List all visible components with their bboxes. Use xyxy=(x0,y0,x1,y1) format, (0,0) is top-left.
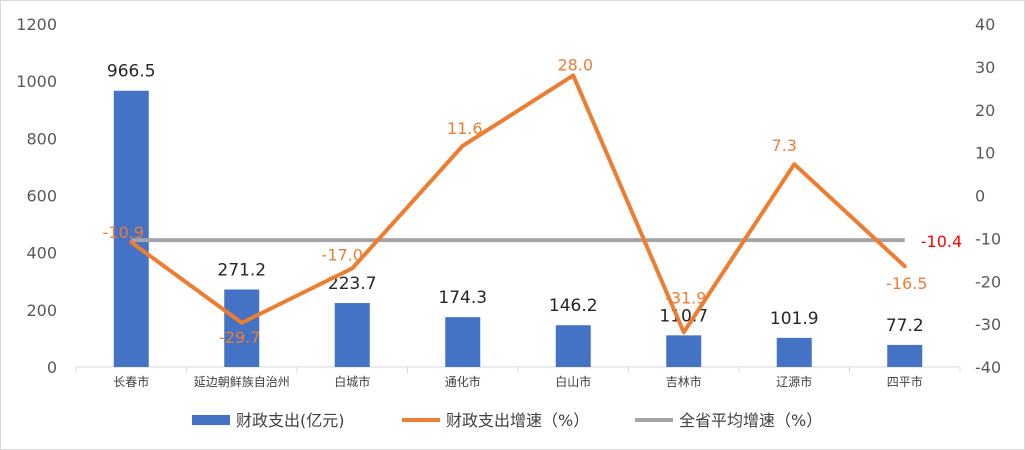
category-label: 辽源市 xyxy=(776,374,812,389)
bar-data-label: 271.2 xyxy=(217,260,266,280)
left-axis-tick-label: 200 xyxy=(26,301,57,320)
left-axis-tick-label: 0 xyxy=(47,358,57,377)
growth-data-label: -10.9 xyxy=(103,223,144,242)
legend-label: 财政支出增速（%） xyxy=(446,411,589,430)
legend: 财政支出(亿元) 财政支出增速（%） 全省平均增速（%） xyxy=(192,411,822,430)
left-axis-tick-label: 800 xyxy=(26,129,57,148)
bar-data-label: 77.2 xyxy=(886,316,924,336)
category-label: 四平市 xyxy=(887,374,923,389)
right-axis: -40 -30 -20 -10 0 10 20 30 40 xyxy=(975,15,1001,377)
category-label: 白山市 xyxy=(555,374,591,389)
left-axis-tick-label: 1000 xyxy=(16,72,57,91)
right-axis-tick-label: 20 xyxy=(975,101,995,120)
bar xyxy=(224,289,260,367)
right-axis-tick-label: -20 xyxy=(975,272,1001,291)
bar-data-label: 146.2 xyxy=(549,296,598,316)
bar xyxy=(887,344,923,367)
average-data-label: -10.4 xyxy=(921,232,962,251)
growth-data-label: -31.9 xyxy=(665,288,706,307)
left-axis: 0 200 400 600 800 1000 1200 xyxy=(16,15,57,377)
right-axis-tick-label: 30 xyxy=(975,58,995,77)
right-axis-tick-label: 0 xyxy=(975,187,985,206)
left-axis-tick-label: 400 xyxy=(26,244,57,263)
bar xyxy=(334,303,370,367)
legend-item-average: 全省平均增速（%） xyxy=(635,411,822,430)
bar-data-label: 966.5 xyxy=(107,62,156,82)
category-label: 吉林市 xyxy=(666,374,702,389)
right-axis-tick-label: 10 xyxy=(975,144,995,163)
average-line-series: -10.4 xyxy=(131,232,962,251)
growth-data-label: -29.7 xyxy=(219,328,260,347)
category-label: 白城市 xyxy=(334,374,370,389)
legend-item-growth: 财政支出增速（%） xyxy=(402,411,589,430)
bar xyxy=(776,337,812,367)
bar-data-label: 174.3 xyxy=(438,288,487,308)
growth-data-label: 28.0 xyxy=(557,55,593,74)
right-axis-tick-label: -30 xyxy=(975,315,1001,334)
growth-data-label: 11.6 xyxy=(447,119,483,138)
bar-data-label: 223.7 xyxy=(328,274,377,294)
left-axis-tick-label: 1200 xyxy=(16,15,57,34)
category-label: 长春市 xyxy=(113,374,149,389)
right-axis-tick-label: -10 xyxy=(975,229,1001,248)
bar xyxy=(555,325,591,367)
growth-line xyxy=(129,73,907,335)
growth-line-series xyxy=(129,73,907,335)
bar-data-label: 101.9 xyxy=(770,309,819,329)
bar xyxy=(113,90,149,368)
right-axis-tick-label: -40 xyxy=(975,358,1001,377)
bar xyxy=(445,317,481,367)
legend-label: 全省平均增速（%） xyxy=(679,411,822,430)
growth-data-label: -17.0 xyxy=(322,245,363,264)
legend-swatch xyxy=(192,415,230,425)
bar-series xyxy=(113,90,923,368)
growth-data-label: 7.3 xyxy=(772,136,797,155)
category-label: 延边朝鲜族自治州 xyxy=(194,375,290,389)
legend-item-expenditure: 财政支出(亿元) xyxy=(192,411,345,430)
x-axis: 长春市 延边朝鲜族自治州 白城市 通化市 白山市 吉林市 辽源市 四平市 xyxy=(75,366,961,389)
line-data-labels: -10.9 -29.7 -17.0 11.6 28.0 -31.9 7.3 -16.5 xyxy=(103,55,928,346)
growth-data-label: -16.5 xyxy=(886,274,927,293)
right-axis-tick-label: 40 xyxy=(975,15,995,34)
bar xyxy=(666,335,702,367)
category-label: 通化市 xyxy=(445,374,481,389)
legend-label: 财政支出(亿元) xyxy=(236,411,345,430)
left-axis-tick-label: 600 xyxy=(26,187,57,206)
